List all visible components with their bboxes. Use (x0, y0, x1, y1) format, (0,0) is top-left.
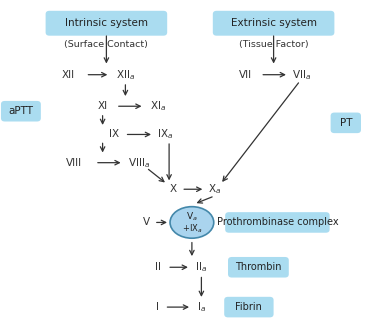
Ellipse shape (170, 207, 214, 238)
FancyBboxPatch shape (46, 11, 167, 36)
Text: VII$_a$: VII$_a$ (293, 68, 312, 82)
Text: VII: VII (239, 70, 252, 80)
Text: X$_a$: X$_a$ (208, 182, 221, 196)
FancyBboxPatch shape (224, 297, 274, 317)
Text: XI: XI (98, 101, 108, 111)
Text: Fibrin: Fibrin (236, 302, 262, 312)
Text: XII: XII (62, 70, 75, 80)
Text: V: V (143, 217, 150, 227)
Text: XII$_a$: XII$_a$ (116, 68, 135, 82)
Text: Intrinsic system: Intrinsic system (65, 18, 148, 28)
Text: VIII$_a$: VIII$_a$ (128, 156, 150, 170)
Text: Prothrombinase complex: Prothrombinase complex (217, 217, 338, 227)
Text: XI$_a$: XI$_a$ (150, 99, 166, 113)
FancyBboxPatch shape (213, 11, 334, 36)
Text: PT: PT (340, 118, 352, 128)
Text: aPTT: aPTT (8, 106, 33, 116)
Text: IX: IX (109, 129, 119, 139)
Text: Extrinsic system: Extrinsic system (231, 18, 317, 28)
Text: I: I (156, 302, 159, 312)
Text: (Surface Contact): (Surface Contact) (65, 40, 148, 49)
Text: V$_a$: V$_a$ (186, 210, 198, 223)
Text: II: II (155, 262, 161, 272)
FancyBboxPatch shape (331, 113, 361, 133)
Text: IX$_a$: IX$_a$ (157, 127, 173, 141)
Text: Thrombin: Thrombin (235, 262, 282, 272)
Text: II$_a$: II$_a$ (195, 260, 207, 274)
FancyBboxPatch shape (228, 257, 289, 278)
Text: I$_a$: I$_a$ (197, 300, 206, 314)
Text: (Tissue Factor): (Tissue Factor) (239, 40, 309, 49)
FancyBboxPatch shape (1, 101, 41, 122)
Text: X: X (169, 184, 176, 194)
Text: +IX$_a$: +IX$_a$ (182, 222, 202, 235)
Text: VIII: VIII (66, 158, 82, 168)
FancyBboxPatch shape (225, 212, 330, 233)
